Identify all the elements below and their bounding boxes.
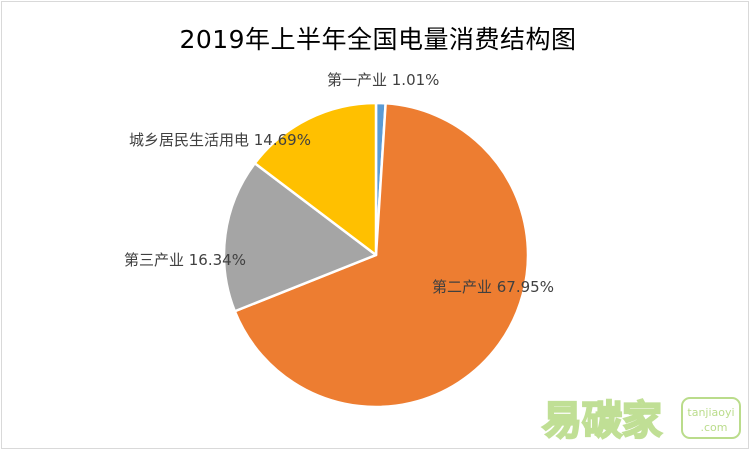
- pie-slice-tertiary-industry: [222, 162, 378, 313]
- chart-title: 2019年上半年全国电量消费结构图: [179, 25, 577, 54]
- watermark-brand-text: 易碳家: [542, 398, 662, 444]
- slice-label-secondary-industry: 第二产业 67.95%: [432, 278, 554, 296]
- pie-slice-residential: [253, 101, 378, 257]
- watermark-domain-top: tanjiaoyi: [687, 406, 734, 419]
- pie-slices: [222, 101, 530, 409]
- slice-label-primary-industry: 第一产业 1.01%: [327, 71, 439, 89]
- slice-label-tertiary-industry: 第三产业 16.34%: [124, 251, 246, 269]
- slice-label-residential: 城乡居民生活用电 14.69%: [129, 131, 311, 149]
- pie-labels: 第一产业 1.01% 第二产业 67.95% 第三产业 16.34% 城乡居民生…: [124, 71, 554, 296]
- watermark-domain-bottom: .com: [701, 421, 728, 434]
- watermark-logo: 易碳家 tanjiaoyi .com: [541, 397, 741, 444]
- pie-slice-secondary-industry: [233, 102, 530, 409]
- watermark-domain-badge: [681, 397, 741, 439]
